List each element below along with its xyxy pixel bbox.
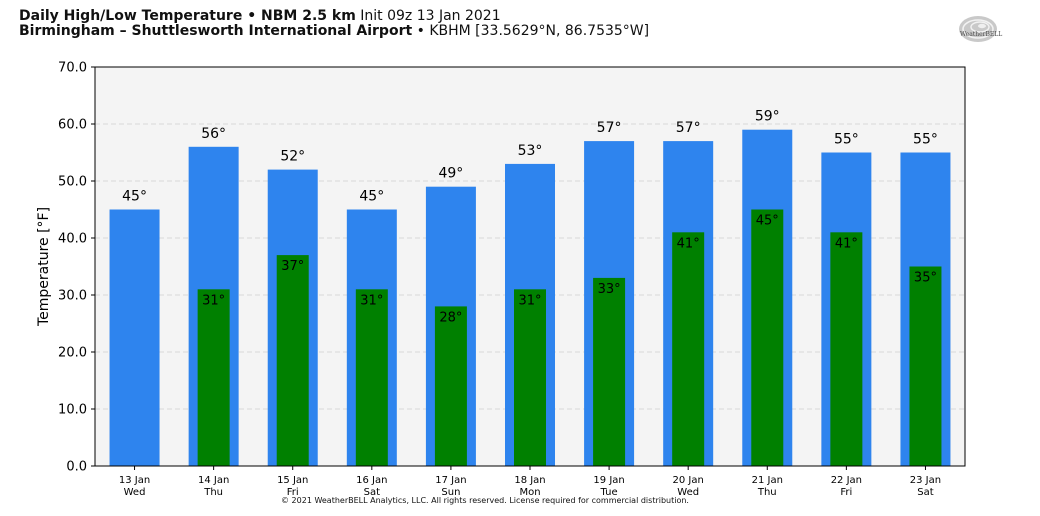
x-tick-label-date: 20 Jan: [673, 475, 704, 486]
low-temp-label: 41°: [677, 236, 700, 251]
low-temp-label: 31°: [360, 293, 383, 308]
chart-title: Daily High/Low Temperature • NBM 2.5 km: [19, 8, 356, 24]
y-tick-label: 30.0: [58, 289, 87, 304]
high-temp-label: 57°: [676, 120, 701, 136]
title-line: Daily High/Low Temperature • NBM 2.5 km …: [19, 9, 649, 24]
low-temp-label: 28°: [439, 310, 462, 325]
x-tick-label-date: 18 Jan: [514, 475, 545, 486]
y-tick-label: 60.0: [58, 118, 87, 133]
x-tick-label-weekday: Wed: [124, 487, 146, 498]
x-tick-label-weekday: Fri: [287, 487, 299, 498]
low-temp-label: 35°: [914, 271, 937, 286]
copyright-footer: © 2021 WeatherBELL Analytics, LLC. All r…: [281, 496, 689, 505]
low-temp-label: 33°: [598, 282, 621, 297]
x-tick-label-weekday: Thu: [757, 487, 777, 498]
low-temp-label: 41°: [835, 236, 858, 251]
y-axis-label: Temperature [°F]: [36, 207, 52, 327]
x-tick-label-weekday: Mon: [519, 487, 540, 498]
x-tick-label-weekday: Sun: [441, 487, 460, 498]
y-tick-label: 50.0: [58, 175, 87, 190]
plot-frame: [94, 66, 966, 467]
high-temp-label: 45°: [359, 189, 384, 205]
low-temp-bar: [830, 232, 863, 466]
weatherbell-swirl-logo: WeatherBELL: [956, 13, 1018, 47]
high-temp-label: 49°: [438, 166, 463, 182]
x-tick-label-date: 13 Jan: [119, 475, 150, 486]
low-temp-label: 31°: [202, 293, 225, 308]
high-temp-label: 55°: [913, 132, 938, 148]
x-tick-label-date: 16 Jan: [356, 475, 387, 486]
low-temp-bar: [909, 266, 942, 466]
station-name: Birmingham – Shuttlesworth International…: [19, 23, 413, 39]
high-temp-label: 55°: [834, 132, 859, 148]
y-tick-label: 20.0: [58, 346, 87, 361]
x-tick-label-date: 21 Jan: [752, 475, 783, 486]
x-tick-label-date: 15 Jan: [277, 475, 308, 486]
high-temp-label: 56°: [201, 126, 226, 142]
station-info: • KBHM [33.5629°N, 86.7535°W]: [416, 23, 650, 39]
x-tick-label-weekday: Fri: [840, 487, 852, 498]
x-tick-label-date: 14 Jan: [198, 475, 229, 486]
low-temp-bar: [593, 277, 626, 466]
station-line: Birmingham – Shuttlesworth International…: [19, 24, 649, 39]
chart-header: Daily High/Low Temperature • NBM 2.5 km …: [19, 9, 649, 39]
high-temp-label: 53°: [518, 143, 543, 159]
init-time: Init 09z 13 Jan 2021: [360, 8, 501, 24]
low-temp-label: 45°: [756, 214, 779, 229]
low-temp-bar: [276, 255, 309, 466]
low-temp-bar: [355, 289, 388, 466]
low-temp-bar: [434, 306, 467, 466]
x-tick-label-date: 23 Jan: [910, 475, 941, 486]
high-temp-label: 52°: [280, 149, 305, 165]
y-tick-label: 40.0: [58, 232, 87, 247]
x-tick-label-weekday: Thu: [203, 487, 223, 498]
high-temp-label: 45°: [122, 189, 147, 205]
x-tick-label-weekday: Sat: [917, 487, 933, 498]
high-temp-bar: [109, 209, 160, 466]
x-tick-label-date: 17 Jan: [435, 475, 466, 486]
low-temp-bar: [672, 232, 705, 466]
low-temp-bar: [514, 289, 546, 466]
low-temp-bar: [751, 209, 784, 466]
low-temp-label: 37°: [281, 259, 304, 274]
x-tick-label-weekday: Tue: [600, 487, 618, 498]
plot-area: 0.0 10.0 20.0 30.0 40.0 50.0 60.0 70.0 45° 13 Jan…: [36, 61, 966, 498]
y-tick-label: 0.0: [66, 460, 87, 475]
high-temp-label: 57°: [597, 120, 622, 136]
y-tick-label: 70.0: [58, 61, 87, 76]
x-tick-label-weekday: Wed: [677, 487, 699, 498]
y-tick-label: 10.0: [58, 403, 87, 418]
low-temp-label: 31°: [518, 293, 541, 308]
x-tick-label-weekday: Sat: [364, 487, 380, 498]
logo-text: WeatherBELL: [960, 31, 1002, 38]
low-temp-bar: [197, 289, 230, 466]
high-temp-label: 59°: [755, 109, 780, 125]
x-tick-label-date: 19 Jan: [593, 475, 624, 486]
x-tick-label-date: 22 Jan: [831, 475, 862, 486]
